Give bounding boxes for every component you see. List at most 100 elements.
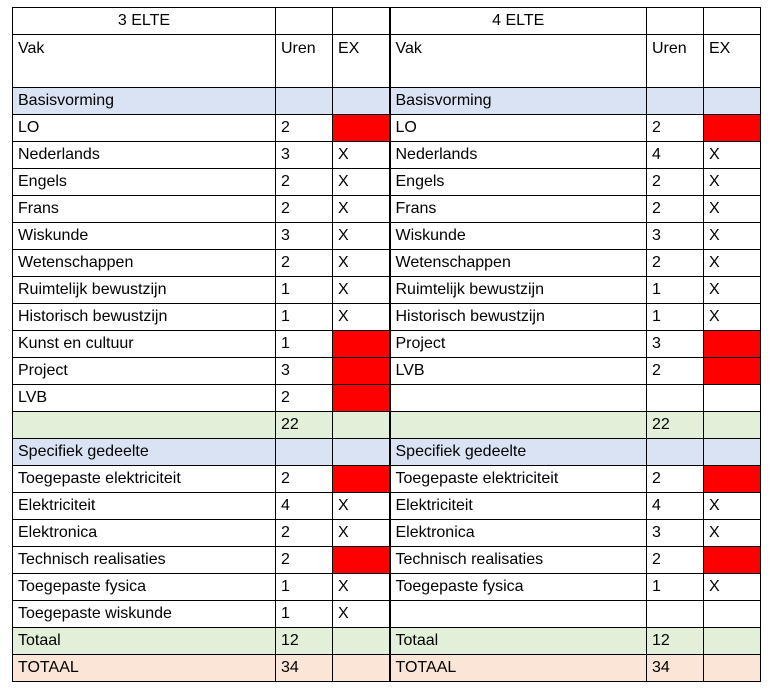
exam-cell: X [703, 168, 761, 196]
subject-cell: Elektronica [12, 519, 276, 547]
header-uren: Uren [275, 34, 333, 88]
table-row: Technisch realisaties 2 Technisch realisat… [12, 546, 761, 574]
table-row: Wetenschappen 2 X Wetenschappen 2 X [12, 249, 761, 277]
hours-cell [646, 600, 704, 628]
subject-cell: Historisch bewustzijn [388, 303, 647, 331]
table-row: LVB 2 [12, 384, 761, 412]
hours-cell [275, 438, 333, 466]
hours-cell: 3 [646, 222, 704, 250]
table-row: Engels 2 X Engels 2 X [12, 168, 761, 196]
header-vak: Vak [12, 34, 276, 88]
hours-cell: 1 [275, 303, 333, 331]
exam-cell: X [703, 519, 761, 547]
header-vak: Vak [388, 34, 647, 88]
hours-cell: 2 [275, 114, 333, 142]
hours-cell: 4 [646, 492, 704, 520]
not-examined-marker [703, 330, 761, 358]
exam-cell: X [703, 492, 761, 520]
subject-cell: Toegepaste elektriciteit [388, 465, 647, 493]
table-row: Basisvorming Basisvorming [12, 87, 761, 115]
exam-cell: X [332, 276, 390, 304]
exam-cell: X [332, 600, 390, 628]
curriculum-table: 3 ELTE 4 ELTE Vak Uren EX Vak Uren EX Ba… [12, 7, 761, 682]
subject-cell: Nederlands [12, 141, 276, 169]
not-examined-marker [332, 384, 390, 412]
hours-cell: 2 [275, 519, 333, 547]
hours-cell: 3 [646, 330, 704, 358]
table-row: Frans 2 X Frans 2 X [12, 195, 761, 223]
not-examined-marker [332, 465, 390, 493]
subject-cell [388, 411, 647, 439]
subject-cell: Toegepaste fysica [12, 573, 276, 601]
exam-cell: X [332, 573, 390, 601]
exam-cell [332, 411, 390, 439]
not-examined-marker [332, 546, 390, 574]
hours-cell: 2 [646, 357, 704, 385]
subject-cell: TOTAAL [12, 654, 276, 682]
exam-cell [332, 627, 390, 655]
hours-cell: 2 [646, 249, 704, 277]
table-row: Nederlands 3 X Nederlands 4 X [12, 141, 761, 169]
title-spacer [646, 7, 704, 35]
table-row: Elektronica 2 X Elektronica 3 X [12, 519, 761, 547]
exam-cell [332, 654, 390, 682]
exam-cell [703, 600, 761, 628]
hours-cell: 1 [275, 330, 333, 358]
subject-cell: Basisvorming [12, 87, 276, 115]
subject-cell: Frans [12, 195, 276, 223]
header-uren: Uren [646, 34, 704, 88]
hours-cell [646, 87, 704, 115]
table-row: 22 22 [12, 411, 761, 439]
subject-cell: Toegepaste wiskunde [12, 600, 276, 628]
subject-cell: Specifiek gedeelte [388, 438, 647, 466]
hours-cell: 1 [646, 276, 704, 304]
subject-cell: Project [388, 330, 647, 358]
subject-cell [388, 384, 647, 412]
exam-cell: X [703, 276, 761, 304]
not-examined-marker [703, 546, 761, 574]
hours-cell: 3 [646, 519, 704, 547]
hours-cell [275, 87, 333, 115]
exam-cell: X [332, 519, 390, 547]
subject-cell: Totaal [388, 627, 647, 655]
subject-cell: Totaal [12, 627, 276, 655]
subject-cell: Technisch realisaties [12, 546, 276, 574]
hours-cell: 3 [275, 141, 333, 169]
subject-cell [388, 600, 647, 628]
exam-cell: X [703, 141, 761, 169]
subject-cell: Elektriciteit [388, 492, 647, 520]
subject-cell: Toegepaste elektriciteit [12, 465, 276, 493]
hours-cell: 34 [646, 654, 704, 682]
exam-cell: X [332, 141, 390, 169]
exam-cell: X [332, 492, 390, 520]
table-row: LO 2 LO 2 [12, 114, 761, 142]
hours-cell: 22 [646, 411, 704, 439]
exam-cell: X [332, 168, 390, 196]
exam-cell [332, 87, 390, 115]
not-examined-marker [703, 465, 761, 493]
table-row: Ruimtelijk bewustzijn 1 X Ruimtelijk bewust… [12, 276, 761, 304]
hours-cell: 22 [275, 411, 333, 439]
hours-cell: 2 [646, 465, 704, 493]
hours-cell: 2 [646, 195, 704, 223]
not-examined-marker [332, 330, 390, 358]
header-row: Vak Uren EX Vak Uren EX [12, 34, 761, 88]
exam-cell: X [703, 222, 761, 250]
subject-cell: Wiskunde [388, 222, 647, 250]
hours-cell: 3 [275, 357, 333, 385]
hours-cell: 2 [275, 546, 333, 574]
hours-cell: 4 [646, 141, 704, 169]
table-body: 3 ELTE 4 ELTE Vak Uren EX Vak Uren EX Ba… [12, 7, 761, 682]
subject-cell: Historisch bewustzijn [12, 303, 276, 331]
exam-cell: X [332, 249, 390, 277]
title-row: 3 ELTE 4 ELTE [12, 7, 761, 35]
exam-cell [703, 438, 761, 466]
exam-cell [703, 654, 761, 682]
exam-cell: X [703, 195, 761, 223]
hours-cell [646, 384, 704, 412]
table-row: Toegepaste fysica 1 X Toegepaste fysica 1 X [12, 573, 761, 601]
exam-cell [703, 87, 761, 115]
hours-cell: 34 [275, 654, 333, 682]
subject-cell: Wetenschappen [388, 249, 647, 277]
subject-cell: Ruimtelijk bewustzijn [12, 276, 276, 304]
